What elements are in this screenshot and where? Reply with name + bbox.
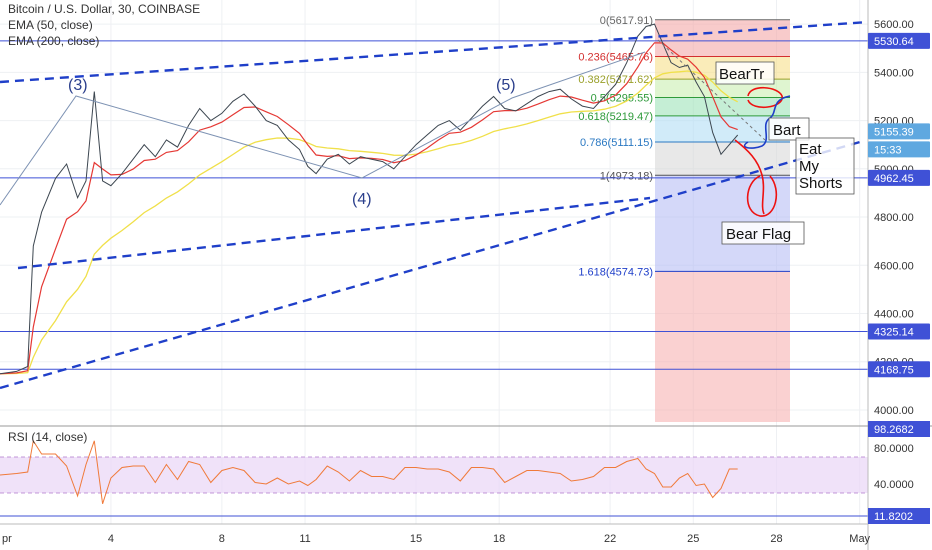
ema-50-line [0, 42, 738, 375]
wave-label-4: (4) [352, 191, 372, 208]
elliott-wave-path[interactable] [0, 51, 646, 206]
rsi-badge-high: 98.2682 [874, 424, 914, 436]
time-tick-label: 8 [219, 533, 225, 545]
price-tick-label: 4600.00 [874, 260, 914, 272]
price-badge-label: 5155.39 [874, 126, 914, 138]
my-text: My [799, 158, 819, 175]
bear-flag-box [721, 221, 805, 245]
rsi-badge-low: 11.8202 [874, 511, 913, 523]
rsi-panel [0, 439, 868, 517]
time-tick-label: May [849, 533, 870, 545]
red-loop-bottom [746, 175, 778, 217]
fib-level-label: 0.236(5465.76) [578, 51, 653, 63]
eat-my-shorts-box [795, 137, 855, 195]
rsi-badge-bg [868, 421, 930, 437]
hand-drawings [657, 39, 791, 217]
red-loop-top [747, 86, 783, 108]
price-badge-label: 5530.64 [874, 36, 914, 48]
rsi-line [0, 439, 738, 504]
price-badge-label: 4325.14 [874, 327, 914, 339]
red-drop-path [734, 139, 765, 215]
time-tick-label: 4 [108, 533, 114, 545]
legend-ema200[interactable]: EMA (200, close) [8, 34, 100, 48]
fib-level-label: 1(4973.18) [600, 170, 653, 182]
time-tick-label: 18 [493, 533, 505, 545]
fib-level-label: 0.5(5295.55) [591, 93, 653, 105]
price-lines [0, 23, 739, 375]
time-tick-label: 28 [770, 533, 782, 545]
price-badge-bg [868, 123, 930, 140]
fib-zone [655, 97, 790, 116]
wave-label-5: (5) [496, 77, 516, 94]
rsi-band [0, 457, 868, 493]
price-badges: 5530.64 5155.39 15:33 4962.45 4325.14 4168.75… [868, 32, 930, 524]
horizontal-levels[interactable] [0, 40, 868, 370]
rsi-tick-label: 40.0000 [874, 479, 914, 491]
legend-ema50[interactable]: EMA (50, close) [8, 18, 93, 32]
price-badge-bg [868, 169, 930, 186]
price-tick-label: 4000.00 [874, 405, 914, 417]
fib-level-label: 0(5617.91) [600, 15, 653, 27]
chart-text: (3) (4) (5) BearTr Bart Eat My Shorts Be… [68, 61, 855, 245]
shorts-text: Shorts [799, 175, 842, 192]
beartr-text: BearTr [719, 66, 764, 83]
fib-level-label: 0.786(5111.15) [580, 137, 653, 149]
rsi-badge-bg [868, 508, 930, 524]
price-badge-bg [868, 323, 930, 340]
blue-s-curve [743, 95, 791, 149]
price-badge-bg [868, 361, 930, 378]
price-badge-bg [868, 141, 930, 158]
price-badge-bg [868, 32, 930, 49]
rsi-tick-label: 80.0000 [874, 443, 914, 455]
price-badge-label: 4962.45 [874, 173, 914, 185]
price-tick-label: 4400.00 [874, 308, 914, 320]
wave-label-3: (3) [68, 77, 88, 94]
time-tick-label: 22 [604, 533, 616, 545]
rsi-legend[interactable]: RSI (14, close) [8, 430, 88, 444]
time-tick-label: 15 [410, 533, 422, 545]
time-tick-label: pr [2, 533, 12, 545]
fib-zone [655, 271, 790, 422]
eat-text: Eat [799, 141, 822, 158]
ema-200-line [0, 70, 739, 375]
middle-trendline[interactable] [17, 196, 651, 270]
fib-zone [655, 19, 790, 57]
price-tick-label: 4800.00 [874, 212, 914, 224]
bart-box [768, 117, 810, 141]
upper-trendline[interactable] [0, 20, 869, 84]
bart-text: Bart [773, 122, 801, 139]
projection-arrow [657, 39, 766, 141]
bear-flag-text: Bear Flag [726, 226, 791, 243]
beartr-box [715, 61, 775, 85]
price-badge-label: 15:33 [874, 144, 902, 156]
price-tick-label: 5400.00 [874, 67, 914, 79]
fib-level-label: 1.618(4574.73) [578, 266, 653, 278]
price-tick-label: 5600.00 [874, 19, 914, 31]
price-line [0, 23, 739, 375]
trendlines[interactable] [0, 20, 869, 390]
fib-level-label: 0.382(5371.62) [578, 74, 653, 86]
fib-level-label: 0.618(5219.47) [578, 111, 653, 123]
price-badge-label: 4168.75 [874, 364, 914, 376]
time-tick-label: 25 [687, 533, 699, 545]
time-tick-label: 11 [299, 533, 310, 545]
legend-symbol[interactable]: Bitcoin / U.S. Dollar, 30, COINBASE [8, 2, 201, 16]
fib-zone [655, 141, 790, 176]
